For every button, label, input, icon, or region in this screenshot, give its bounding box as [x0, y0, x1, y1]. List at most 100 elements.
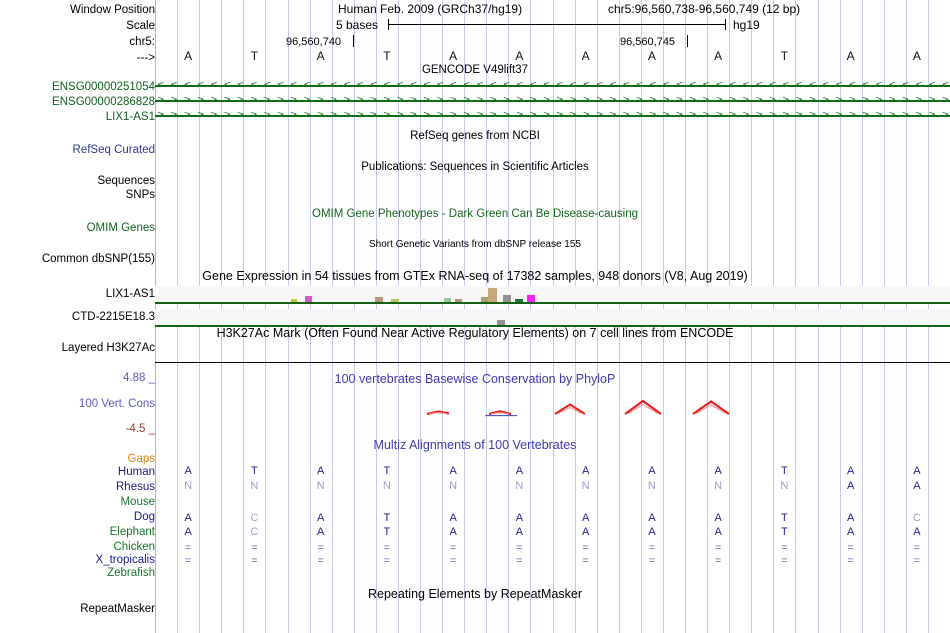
multiz-base-dog: C	[912, 512, 921, 524]
reference-base: A	[449, 49, 458, 63]
multiz-species-label-zebrafish[interactable]: Zebrafish	[107, 567, 155, 579]
multiz-base-chicken: =	[582, 542, 589, 554]
gtex-expression-bar[interactable]	[305, 295, 312, 302]
multiz-base-human: A	[581, 465, 590, 477]
gencode-gene-label-0[interactable]: ENSG00000251054	[52, 81, 155, 93]
multiz-base-x_tropicalis: =	[184, 555, 192, 567]
gtex-expression-bar[interactable]	[375, 296, 383, 302]
snps-label[interactable]: SNPs	[125, 189, 155, 201]
multiz-base-rhesus: N	[184, 480, 193, 492]
strand-label: --->	[136, 52, 155, 64]
strand-arrow-icon: >	[210, 111, 218, 120]
multiz-species-label-elephant[interactable]: Elephant	[109, 526, 155, 538]
gtex-expression-bar[interactable]	[515, 298, 523, 302]
refseq-curated-label[interactable]: RefSeq Curated	[72, 144, 155, 156]
repeatmasker-label[interactable]: RepeatMasker	[80, 603, 155, 615]
strand-arrow-icon: >	[941, 96, 950, 105]
multiz-base-rhesus: N	[714, 480, 723, 492]
sequences-label[interactable]: Sequences	[97, 175, 155, 187]
multiz-base-dog: T	[383, 512, 391, 524]
multiz-base-x_tropicalis: =	[714, 555, 722, 567]
strand-arrow-icon: >	[689, 96, 697, 105]
scale-label: Scale	[126, 20, 155, 32]
gtex-expression-bar[interactable]	[391, 298, 399, 302]
strand-arrow-icon: <	[835, 81, 843, 90]
position-range: chr5:96,560,738-96,560,749 (12 bp)	[608, 2, 801, 16]
multiz-base-chicken: =	[714, 542, 722, 554]
multiz-base-human: A	[913, 465, 921, 477]
gencode-gene-label-2[interactable]: LIX1-AS1	[105, 111, 155, 123]
gtex-graph-row-2[interactable]	[155, 309, 950, 327]
strand-arrow-icon: <	[861, 81, 870, 90]
strand-arrow-icon: <	[356, 81, 365, 90]
strand-arrow-icon: <	[941, 81, 950, 90]
multiz-base-rhesus: A	[913, 480, 921, 492]
coord-right-label: 96,560,745	[620, 36, 676, 48]
multiz-species-label-mouse[interactable]: Mouse	[120, 496, 155, 508]
gtex-row2-label[interactable]: CTD-2215E18.3	[71, 311, 155, 323]
strand-arrow-icon: >	[928, 111, 936, 120]
strand-arrow-icon: >	[742, 96, 750, 105]
strand-arrow-icon: >	[782, 96, 790, 105]
gtex-row1-label[interactable]: LIX1-AS1	[105, 288, 155, 300]
strand-arrow-icon: >	[835, 96, 843, 105]
gtex-expression-bar[interactable]	[503, 294, 511, 302]
strand-arrow-icon: <	[303, 81, 311, 90]
conservation-wiggle-plot[interactable]	[155, 396, 950, 422]
multiz-base-x_tropicalis: =	[847, 555, 854, 567]
strand-arrow-icon: >	[609, 96, 617, 105]
multiz-species-label-x_tropicalis[interactable]: X_tropicalis	[95, 554, 155, 566]
strand-arrow-icon: >	[888, 111, 897, 120]
multiz-base-elephant: A	[913, 526, 921, 538]
multiz-base-human: A	[846, 465, 855, 477]
gtex-expression-bar[interactable]	[444, 297, 451, 302]
reference-base: T	[383, 49, 391, 63]
gtex-expression-bar[interactable]	[455, 298, 462, 302]
gtex-expression-bar[interactable]	[527, 294, 535, 302]
strand-arrow-icon: <	[768, 81, 777, 90]
h3k27ac-label[interactable]: Layered H3K27Ac	[61, 342, 155, 354]
dbsnp-label[interactable]: Common dbSNP(155)	[41, 253, 155, 265]
multiz-base-elephant: A	[714, 526, 722, 538]
multiz-base-chicken: =	[847, 542, 854, 554]
gtex-expression-bar[interactable]	[481, 296, 488, 302]
strand-arrow-icon: >	[715, 96, 724, 105]
gtex-expression-bar[interactable]	[291, 298, 297, 302]
multiz-base-rhesus: N	[250, 480, 259, 492]
multiz-base-human: A	[184, 465, 192, 477]
strand-arrow-icon: >	[715, 111, 724, 120]
multiz-base-dog: A	[581, 512, 590, 524]
strand-arrow-icon: >	[542, 111, 551, 120]
strand-arrow-icon: >	[489, 111, 498, 120]
strand-arrow-icon: <	[263, 81, 271, 90]
strand-arrow-icon: >	[728, 96, 737, 105]
gencode-gene-row-0[interactable]: < < < < < < < < < < < < < < < < < < < < < < < < < < < < < < < < < < < < < < < <…	[155, 81, 950, 90]
gaps-label[interactable]: Gaps	[127, 453, 156, 465]
multiz-species-label-human[interactable]: Human	[117, 466, 155, 478]
strand-arrow-icon: >	[569, 111, 577, 120]
multiz-base-elephant: T	[781, 526, 788, 538]
strand-arrow-icon: >	[861, 111, 870, 120]
multiz-species-label-chicken[interactable]: Chicken	[113, 541, 155, 553]
conservation-label[interactable]: 100 Vert. Cons	[78, 398, 155, 410]
strand-arrow-icon: >	[795, 96, 803, 105]
omim-genes-label[interactable]: OMIM Genes	[86, 222, 155, 234]
gencode-gene-row-2[interactable]: > > > > > > > > > > > > > > > > > > > > > > > > > > > > > > > > > > > > > > > >…	[155, 111, 950, 120]
reference-base: A	[647, 49, 656, 63]
gencode-gene-label-1[interactable]: ENSG00000286828	[52, 96, 155, 108]
reference-base: A	[714, 49, 723, 63]
gtex-expression-bar[interactable]	[497, 319, 505, 325]
strand-arrow-icon: >	[409, 96, 418, 105]
reference-base: A	[316, 49, 325, 63]
multiz-species-label-rhesus[interactable]: Rhesus	[116, 481, 155, 493]
gencode-gene-row-1[interactable]: > > > > > > > > > > > > > > > > > > > > > > > > > > > > > > > > > > > > > > > >…	[155, 96, 950, 105]
multiz-species-label-dog[interactable]: Dog	[133, 511, 155, 523]
gtex-graph-row-1[interactable]	[155, 286, 950, 304]
strand-arrow-icon: >	[449, 111, 458, 120]
strand-arrow-icon: >	[848, 111, 857, 120]
strand-arrow-icon: <	[462, 81, 471, 90]
multiz-base-dog: A	[714, 512, 722, 524]
gtex-expression-bar[interactable]	[488, 287, 497, 302]
strand-arrow-icon: >	[835, 111, 843, 120]
strand-arrow-icon: <	[183, 81, 192, 90]
